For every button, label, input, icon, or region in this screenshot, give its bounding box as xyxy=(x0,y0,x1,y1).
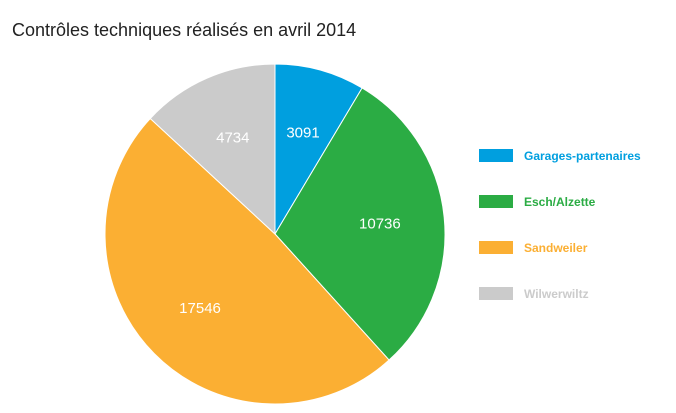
legend-swatch xyxy=(479,241,513,254)
slice-value-label: 4734 xyxy=(216,129,249,146)
legend-item: Esch/Alzette xyxy=(479,195,596,209)
legend-label: Garages-partenaires xyxy=(524,149,641,163)
legend-swatch xyxy=(479,195,513,208)
legend-item: Wilwerwiltz xyxy=(479,287,589,301)
legend-label: Sandweiler xyxy=(524,241,588,255)
slice-value-label: 17546 xyxy=(179,300,221,317)
pie-slice-garages-partenaires xyxy=(274,63,363,236)
chart-title: Contrôles techniques réalisés en avril 2… xyxy=(12,20,357,40)
legend-item: Garages-partenaires xyxy=(479,149,641,163)
legend-swatch xyxy=(479,287,513,300)
legend-swatch xyxy=(479,149,513,162)
slice-value-label: 3091 xyxy=(286,124,319,141)
pie-slice-esch-alzette xyxy=(274,87,446,361)
legend-label: Wilwerwiltz xyxy=(524,287,589,301)
legend-item: Sandweiler xyxy=(479,241,588,255)
legend-label: Esch/Alzette xyxy=(524,195,596,209)
pie-slice-wilwerwiltz xyxy=(149,63,276,236)
slice-value-label: 10736 xyxy=(359,216,401,233)
pie-slice-sandweiler xyxy=(104,117,390,405)
